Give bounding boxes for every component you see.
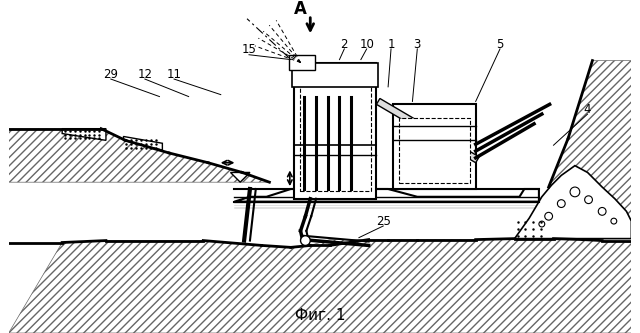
Polygon shape: [515, 166, 631, 239]
Polygon shape: [376, 99, 479, 163]
Text: 2: 2: [340, 38, 348, 51]
Text: 12: 12: [138, 68, 152, 81]
Polygon shape: [292, 63, 378, 87]
Bar: [399, 118, 470, 183]
Text: 29: 29: [103, 68, 118, 81]
Polygon shape: [289, 55, 315, 70]
Circle shape: [539, 221, 545, 227]
Polygon shape: [393, 104, 476, 189]
Polygon shape: [9, 239, 631, 333]
Circle shape: [611, 218, 617, 224]
Text: 15: 15: [241, 43, 257, 56]
Polygon shape: [124, 137, 163, 150]
Circle shape: [301, 236, 310, 245]
Circle shape: [545, 212, 552, 220]
Polygon shape: [548, 61, 631, 239]
Text: 4: 4: [584, 103, 591, 116]
Polygon shape: [9, 9, 269, 182]
Text: Фиг. 1: Фиг. 1: [295, 308, 345, 323]
Circle shape: [557, 200, 565, 207]
Text: 25: 25: [376, 214, 390, 228]
Text: 11: 11: [166, 68, 182, 81]
Circle shape: [585, 196, 593, 203]
Text: 1: 1: [387, 38, 395, 51]
Circle shape: [570, 187, 580, 197]
Polygon shape: [230, 172, 250, 182]
Bar: [300, 84, 371, 191]
Text: 5: 5: [496, 38, 504, 51]
Polygon shape: [234, 189, 539, 202]
Text: 10: 10: [359, 38, 374, 51]
Polygon shape: [294, 63, 376, 199]
Text: 3: 3: [413, 38, 421, 51]
Polygon shape: [62, 129, 106, 140]
Circle shape: [598, 207, 606, 215]
Text: А: А: [294, 0, 307, 18]
